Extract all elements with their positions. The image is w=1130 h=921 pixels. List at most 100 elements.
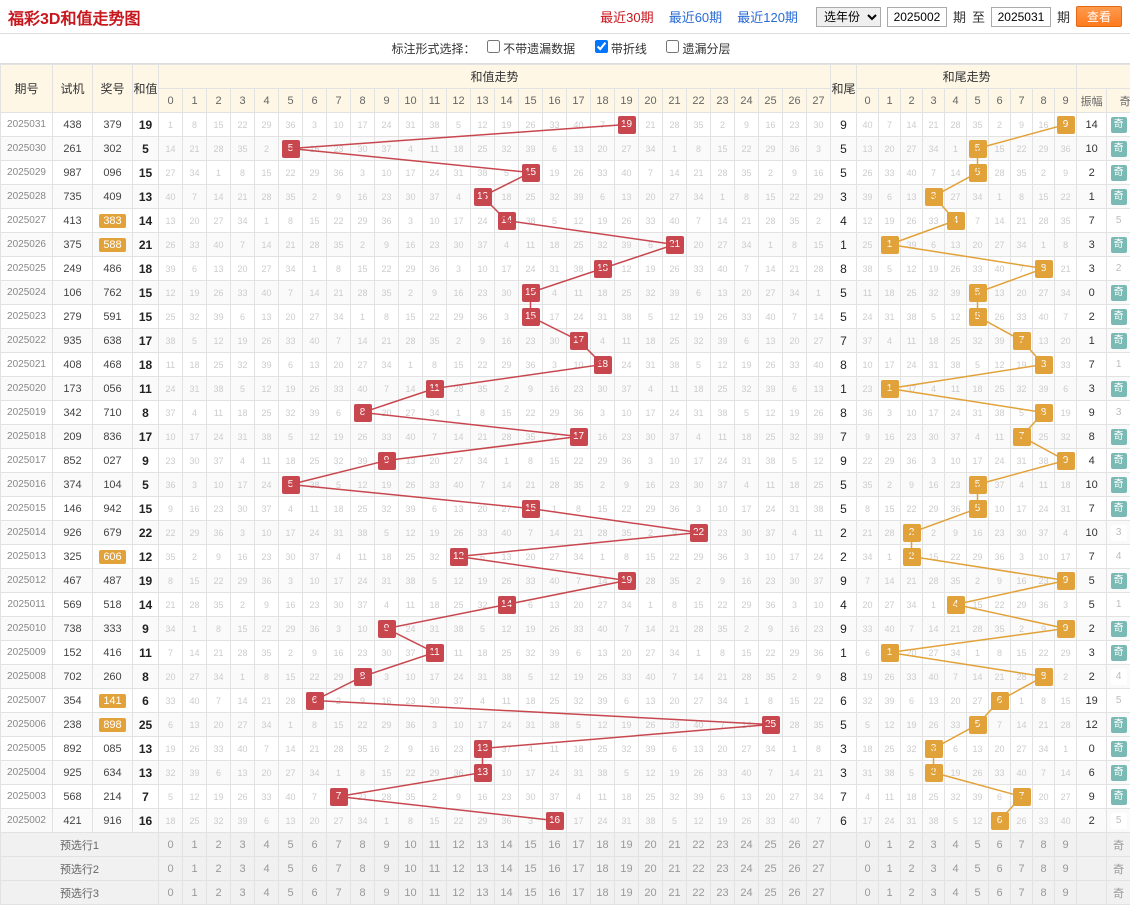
foot-hz-25[interactable]: 25 bbox=[759, 857, 783, 881]
foot-hz-1[interactable]: 1 bbox=[183, 857, 207, 881]
foot-hz-14[interactable]: 14 bbox=[495, 833, 519, 857]
period-from-input[interactable] bbox=[887, 7, 947, 27]
foot-hw-0[interactable]: 0 bbox=[857, 881, 879, 905]
foot-hz-17[interactable]: 17 bbox=[567, 881, 591, 905]
foot-hz-23[interactable]: 23 bbox=[711, 857, 735, 881]
foot-hw-4[interactable]: 4 bbox=[945, 833, 967, 857]
foot-hz-26[interactable]: 26 bbox=[783, 857, 807, 881]
foot-label[interactable]: 预选行2 bbox=[1, 857, 159, 881]
foot-hw-8[interactable]: 8 bbox=[1033, 857, 1055, 881]
foot-hz-24[interactable]: 24 bbox=[735, 857, 759, 881]
foot-hz-19[interactable]: 19 bbox=[615, 857, 639, 881]
foot-hz-3[interactable]: 3 bbox=[231, 857, 255, 881]
period-30-link[interactable]: 最近30期 bbox=[600, 10, 653, 25]
foot-hw-9[interactable]: 9 bbox=[1055, 833, 1077, 857]
year-select[interactable]: 选年份 bbox=[816, 7, 881, 27]
cb-layer[interactable]: 遗漏分层 bbox=[666, 42, 730, 56]
foot-hz-17[interactable]: 17 bbox=[567, 833, 591, 857]
cb-no-miss-input[interactable] bbox=[487, 40, 500, 53]
foot-hz-22[interactable]: 22 bbox=[687, 857, 711, 881]
foot-hz-20[interactable]: 20 bbox=[639, 857, 663, 881]
foot-label[interactable]: 预选行1 bbox=[1, 833, 159, 857]
foot-hz-25[interactable]: 25 bbox=[759, 881, 783, 905]
foot-hz-4[interactable]: 4 bbox=[255, 833, 279, 857]
foot-hz-27[interactable]: 27 bbox=[807, 833, 831, 857]
foot-hz-0[interactable]: 0 bbox=[159, 833, 183, 857]
foot-hz-6[interactable]: 6 bbox=[303, 881, 327, 905]
foot-hz-8[interactable]: 8 bbox=[351, 833, 375, 857]
foot-hz-16[interactable]: 16 bbox=[543, 833, 567, 857]
foot-hz-25[interactable]: 25 bbox=[759, 833, 783, 857]
foot-hw-5[interactable]: 5 bbox=[967, 833, 989, 857]
cb-polyline[interactable]: 带折线 bbox=[595, 42, 647, 56]
foot-hz-1[interactable]: 1 bbox=[183, 833, 207, 857]
foot-hz-5[interactable]: 5 bbox=[279, 833, 303, 857]
foot-hz-6[interactable]: 6 bbox=[303, 857, 327, 881]
foot-hw-8[interactable]: 8 bbox=[1033, 881, 1055, 905]
foot-hz-13[interactable]: 13 bbox=[471, 881, 495, 905]
foot-hz-22[interactable]: 22 bbox=[687, 833, 711, 857]
foot-hz-11[interactable]: 11 bbox=[423, 881, 447, 905]
foot-hz-8[interactable]: 8 bbox=[351, 881, 375, 905]
foot-hw-4[interactable]: 4 bbox=[945, 881, 967, 905]
foot-hz-24[interactable]: 24 bbox=[735, 833, 759, 857]
foot-hz-27[interactable]: 27 bbox=[807, 881, 831, 905]
foot-hw-3[interactable]: 3 bbox=[923, 857, 945, 881]
foot-hz-24[interactable]: 24 bbox=[735, 881, 759, 905]
foot-hz-15[interactable]: 15 bbox=[519, 857, 543, 881]
foot-hw-7[interactable]: 7 bbox=[1011, 857, 1033, 881]
foot-hw-6[interactable]: 6 bbox=[989, 857, 1011, 881]
foot-hz-21[interactable]: 21 bbox=[663, 857, 687, 881]
period-120-link[interactable]: 最近120期 bbox=[737, 10, 798, 25]
foot-hz-9[interactable]: 9 bbox=[375, 857, 399, 881]
foot-hw-7[interactable]: 7 bbox=[1011, 881, 1033, 905]
foot-hz-6[interactable]: 6 bbox=[303, 833, 327, 857]
foot-hw-8[interactable]: 8 bbox=[1033, 833, 1055, 857]
foot-hz-21[interactable]: 21 bbox=[663, 881, 687, 905]
foot-shape-0[interactable]: 奇 bbox=[1107, 857, 1130, 881]
foot-hz-3[interactable]: 3 bbox=[231, 833, 255, 857]
foot-hz-2[interactable]: 2 bbox=[207, 881, 231, 905]
foot-hz-10[interactable]: 10 bbox=[399, 833, 423, 857]
foot-hz-13[interactable]: 13 bbox=[471, 833, 495, 857]
foot-hz-4[interactable]: 4 bbox=[255, 881, 279, 905]
foot-hz-0[interactable]: 0 bbox=[159, 881, 183, 905]
foot-hz-14[interactable]: 14 bbox=[495, 881, 519, 905]
foot-hz-20[interactable]: 20 bbox=[639, 833, 663, 857]
foot-hz-7[interactable]: 7 bbox=[327, 833, 351, 857]
foot-hw-2[interactable]: 2 bbox=[901, 833, 923, 857]
foot-hw-0[interactable]: 0 bbox=[857, 857, 879, 881]
foot-hz-26[interactable]: 26 bbox=[783, 881, 807, 905]
foot-hz-14[interactable]: 14 bbox=[495, 857, 519, 881]
foot-hw-9[interactable]: 9 bbox=[1055, 857, 1077, 881]
foot-hz-12[interactable]: 12 bbox=[447, 857, 471, 881]
foot-hz-5[interactable]: 5 bbox=[279, 881, 303, 905]
cb-polyline-input[interactable] bbox=[595, 40, 608, 53]
foot-hz-18[interactable]: 18 bbox=[591, 833, 615, 857]
foot-hz-2[interactable]: 2 bbox=[207, 833, 231, 857]
foot-hz-15[interactable]: 15 bbox=[519, 881, 543, 905]
cb-no-miss[interactable]: 不带遗漏数据 bbox=[487, 42, 575, 56]
foot-shape-0[interactable]: 奇 bbox=[1107, 833, 1130, 857]
foot-hz-4[interactable]: 4 bbox=[255, 857, 279, 881]
foot-hw-0[interactable]: 0 bbox=[857, 833, 879, 857]
foot-hz-8[interactable]: 8 bbox=[351, 857, 375, 881]
foot-hz-20[interactable]: 20 bbox=[639, 881, 663, 905]
foot-hw-7[interactable]: 7 bbox=[1011, 833, 1033, 857]
foot-hz-9[interactable]: 9 bbox=[375, 833, 399, 857]
foot-hw-4[interactable]: 4 bbox=[945, 857, 967, 881]
foot-hz-12[interactable]: 12 bbox=[447, 833, 471, 857]
foot-hz-3[interactable]: 3 bbox=[231, 881, 255, 905]
view-button[interactable]: 查看 bbox=[1076, 6, 1122, 27]
foot-hw-5[interactable]: 5 bbox=[967, 857, 989, 881]
foot-hw-3[interactable]: 3 bbox=[923, 833, 945, 857]
foot-hz-26[interactable]: 26 bbox=[783, 833, 807, 857]
foot-hz-17[interactable]: 17 bbox=[567, 857, 591, 881]
foot-hz-27[interactable]: 27 bbox=[807, 857, 831, 881]
foot-hz-19[interactable]: 19 bbox=[615, 833, 639, 857]
period-60-link[interactable]: 最近60期 bbox=[669, 10, 722, 25]
foot-hz-18[interactable]: 18 bbox=[591, 857, 615, 881]
foot-hw-6[interactable]: 6 bbox=[989, 833, 1011, 857]
foot-hw-6[interactable]: 6 bbox=[989, 881, 1011, 905]
foot-hz-1[interactable]: 1 bbox=[183, 881, 207, 905]
